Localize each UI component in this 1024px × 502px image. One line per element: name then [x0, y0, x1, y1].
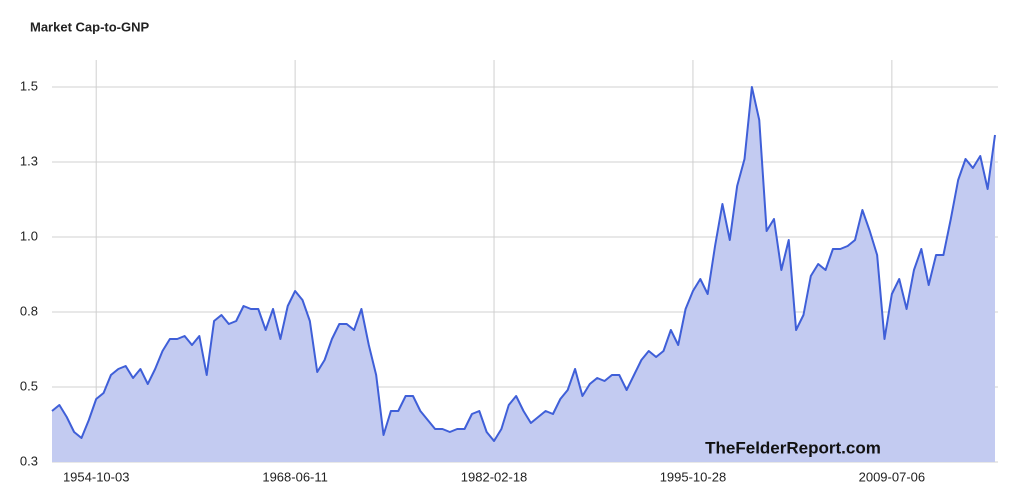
line — [51, 86, 996, 442]
x-tick-label: 1968-06-11 — [262, 469, 328, 484]
y-tick-label: 0.5 — [20, 378, 38, 393]
x-tick-label: 1982-02-18 — [461, 469, 528, 484]
x-tick-label: 1954-10-03 — [63, 469, 130, 484]
area-fill — [52, 87, 995, 462]
y-tick-label: 1.0 — [20, 228, 38, 243]
x-tick-label: 2009-07-06 — [859, 469, 926, 484]
y-tick-label: 1.5 — [20, 78, 38, 93]
y-tick-label: 0.8 — [20, 303, 38, 318]
y-tick-label: 1.3 — [20, 153, 38, 168]
x-tick-label: 1995-10-28 — [660, 469, 727, 484]
y-tick-label: 0.3 — [20, 453, 38, 468]
chart-title: Market Cap-to-GNP — [30, 19, 150, 34]
watermark: TheFelderReport.com — [705, 438, 881, 457]
